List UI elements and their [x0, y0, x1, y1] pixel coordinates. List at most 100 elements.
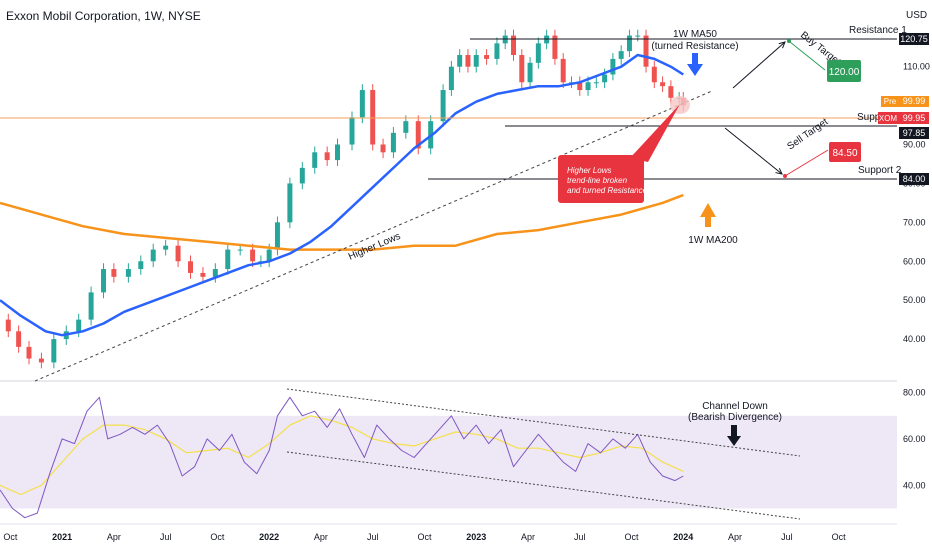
callout-text-3: and turned Resistance [567, 186, 648, 195]
support1-tag-text: 97.85 [903, 128, 926, 138]
ma200-label: 1W MA200 [688, 235, 738, 246]
time-tick-label: 2023 [466, 532, 486, 542]
resistance-tag [899, 33, 929, 45]
sell-target-box[interactable] [829, 142, 861, 162]
buy-target-box[interactable] [827, 60, 861, 82]
support1-tag [899, 127, 929, 139]
candle-body [626, 35, 632, 52]
candle-body [560, 58, 566, 83]
candle-body [212, 269, 218, 277]
buy-target-dot [787, 39, 791, 43]
candle-body [138, 261, 144, 270]
candles-layer [5, 29, 686, 369]
currency-label: USD [906, 10, 928, 21]
callout-box[interactable] [558, 155, 644, 203]
price-tick-label: 50.00 [903, 295, 926, 305]
candle-body [577, 82, 583, 91]
candle-body [380, 144, 386, 153]
price-tick-label: 70.00 [903, 217, 926, 227]
candle-body [511, 35, 517, 56]
support1-label: Support [857, 112, 892, 123]
candle-body [349, 117, 355, 145]
candle-body [76, 319, 82, 332]
time-tick-label: Jul [367, 532, 379, 542]
pre-price-tag [899, 96, 929, 107]
candle-body [150, 249, 156, 262]
candle-body [111, 269, 117, 277]
candle-body [5, 319, 11, 332]
candle-body [390, 132, 396, 153]
candle-body [237, 249, 243, 251]
last-price-tag [899, 112, 929, 124]
time-tick-label: Oct [832, 532, 847, 542]
ma50-line [0, 53, 684, 337]
candle-body [266, 249, 272, 262]
ma50-label-line1: 1W MA50 [673, 29, 717, 40]
candle-body [585, 82, 591, 91]
buy-target-line [789, 41, 826, 71]
higher-lows-trendline[interactable] [34, 90, 713, 382]
pre-tag-label [881, 96, 899, 107]
time-tick-label: 2022 [259, 532, 279, 542]
price-tick-label: 110.00 [903, 62, 930, 72]
support2-label: Support 2 [858, 165, 902, 176]
candle-body [494, 43, 500, 59]
candle-body [335, 144, 341, 161]
candle-body [593, 82, 599, 84]
candle-body [287, 183, 293, 223]
price-tick-label: 40.00 [903, 334, 926, 344]
candle-body [163, 245, 169, 250]
rsi-line [0, 396, 684, 519]
sell-target-value: 84.50 [832, 148, 857, 159]
channel-label-line2: (Bearish Divergence) [688, 412, 782, 423]
price-tick-label: 90.00 [903, 140, 926, 150]
candle-body [312, 152, 318, 168]
rsi-band [0, 415, 897, 509]
sell-target-line [784, 149, 829, 177]
rsi-tick-label: 60.00 [903, 434, 926, 444]
sell-target-dot [783, 174, 787, 178]
time-tick-label: Apr [728, 532, 742, 542]
price-axis[interactable] [897, 28, 932, 528]
buy-target-value: 120.00 [829, 67, 860, 78]
buy-arrow[interactable] [732, 42, 785, 89]
price-tick-label: 60.00 [903, 256, 926, 266]
candle-body [200, 272, 206, 277]
break-point-highlight [670, 96, 690, 114]
rsi-tick-label: 40.00 [903, 480, 926, 490]
candle-body [457, 55, 463, 67]
candle-body [668, 86, 674, 98]
time-tick-label: Oct [417, 532, 432, 542]
candle-body [26, 346, 32, 359]
candle-body [370, 90, 376, 145]
candle-body [403, 121, 409, 133]
candle-body [535, 43, 541, 63]
candle-body [250, 249, 256, 262]
candle-body [651, 66, 657, 83]
candle-body [527, 62, 533, 83]
candle-body [635, 35, 641, 37]
candle-body [38, 358, 44, 363]
pre-tag-text: Pre [884, 97, 897, 106]
candle-body [602, 74, 608, 83]
candle-body [187, 261, 193, 273]
time-tick-label: Oct [3, 532, 18, 542]
candle-body [225, 249, 231, 270]
candle-body [610, 58, 616, 75]
time-axis-labels: Oct 2021 Apr Jul Oct 2022 Apr Jul Oct 2023 Apr Jul O… [3, 532, 846, 542]
time-tick-label: Oct [625, 532, 640, 542]
candle-body [660, 82, 666, 87]
rsi-tick-label: 80.00 [903, 388, 926, 398]
channel-arrow-icon [727, 425, 741, 446]
candle-body [643, 35, 649, 67]
candle-body [448, 66, 454, 91]
ma50-arrow-icon [687, 53, 703, 76]
time-tick-label: Apr [107, 532, 121, 542]
sell-arrow[interactable] [724, 127, 782, 174]
time-tick-label: Jul [160, 532, 172, 542]
candle-body [519, 55, 525, 83]
sell-target-text: Sell Target [785, 116, 830, 152]
ma200-line [0, 193, 684, 251]
